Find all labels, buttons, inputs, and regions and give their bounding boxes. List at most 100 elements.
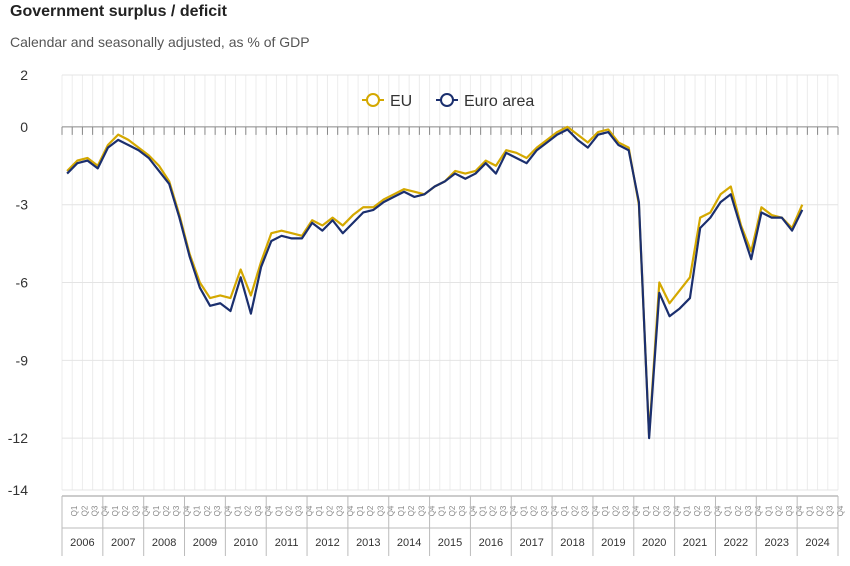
year-tick-label: 2023	[764, 537, 788, 549]
quarter-tick-label: Q3	[744, 505, 753, 516]
year-tick-label: 2022	[724, 537, 748, 549]
quarter-tick-label: Q2	[530, 505, 539, 516]
quarter-tick-label: Q4	[591, 505, 600, 516]
quarter-tick-label: Q2	[448, 505, 457, 516]
year-tick-label: 2024	[805, 537, 829, 549]
legend-label: Euro area	[464, 93, 534, 110]
quarter-tick-label: Q2	[162, 505, 171, 516]
year-tick-label: 2019	[601, 537, 625, 549]
chart-subtitle: Calendar and seasonally adjusted, as % o…	[10, 34, 310, 50]
quarter-tick-label: Q4	[550, 505, 559, 516]
quarter-tick-label: Q1	[438, 505, 447, 516]
quarter-tick-label: Q1	[356, 505, 365, 516]
quarter-tick-label: Q3	[213, 505, 222, 516]
year-tick-label: 2010	[234, 537, 258, 549]
quarter-tick-label: Q1	[601, 505, 610, 516]
quarter-tick-label: Q2	[244, 505, 253, 516]
quarter-tick-label: Q3	[581, 505, 590, 516]
quarter-tick-label: Q1	[805, 505, 814, 516]
y-tick-label: -3	[16, 197, 29, 213]
quarter-tick-label: Q4	[836, 505, 845, 516]
quarter-tick-label: Q3	[785, 505, 794, 516]
quarter-tick-label: Q3	[336, 505, 345, 516]
quarter-tick-label: Q2	[775, 505, 784, 516]
year-tick-label: 2017	[519, 537, 543, 549]
y-tick-label: -12	[8, 430, 28, 446]
quarter-tick-label: Q1	[315, 505, 324, 516]
y-tick-label: -9	[16, 352, 29, 368]
quarter-tick-label: Q3	[458, 505, 467, 516]
year-tick-label: 2020	[642, 537, 666, 549]
quarter-tick-label: Q1	[233, 505, 242, 516]
quarter-tick-label: Q2	[121, 505, 130, 516]
quarter-tick-label: Q2	[693, 505, 702, 516]
quarter-tick-label: Q2	[407, 505, 416, 516]
quarter-tick-label: Q2	[325, 505, 334, 516]
y-tick-label: -14	[8, 482, 28, 498]
quarter-tick-label: Q2	[285, 505, 294, 516]
quarter-tick-label: Q3	[621, 505, 630, 516]
year-tick-label: 2008	[152, 537, 176, 549]
year-tick-label: 2014	[397, 537, 421, 549]
quarter-tick-label: Q2	[652, 505, 661, 516]
y-tick-label: -6	[16, 275, 29, 291]
year-tick-label: 2021	[683, 537, 707, 549]
legend: EU Euro area	[362, 93, 534, 110]
legend-label: EU	[390, 93, 412, 110]
quarter-tick-label: Q4	[468, 505, 477, 516]
legend-marker-eu	[366, 93, 380, 107]
year-tick-label: 2016	[479, 537, 503, 549]
y-tick-label: 2	[20, 67, 28, 83]
year-tick-label: 2011	[275, 537, 299, 549]
year-tick-label: 2006	[70, 537, 94, 549]
quarter-tick-label: Q2	[611, 505, 620, 516]
quarter-tick-label: Q4	[632, 505, 641, 516]
quarter-tick-label: Q4	[223, 505, 232, 516]
quarter-tick-label: Q4	[305, 505, 314, 516]
quarter-tick-label: Q4	[509, 505, 518, 516]
year-tick-label: 2015	[438, 537, 462, 549]
quarter-tick-label: Q3	[826, 505, 835, 516]
quarter-tick-label: Q3	[499, 505, 508, 516]
quarter-tick-label: Q1	[683, 505, 692, 516]
year-tick-label: 2007	[111, 537, 135, 549]
quarter-tick-label: Q4	[713, 505, 722, 516]
quarter-tick-label: Q4	[264, 505, 273, 516]
quarter-tick-label: Q3	[417, 505, 426, 516]
quarter-tick-label: Q2	[80, 505, 89, 516]
year-tick-label: 2013	[356, 537, 380, 549]
quarter-tick-label: Q3	[295, 505, 304, 516]
quarter-tick-label: Q1	[724, 505, 733, 516]
quarter-tick-label: Q1	[560, 505, 569, 516]
series-line-euro-area	[66, 128, 804, 440]
year-tick-label: 2012	[315, 537, 339, 549]
quarter-tick-label: Q1	[70, 505, 79, 516]
legend-marker-euro-area	[440, 93, 454, 107]
quarter-tick-label: Q3	[376, 505, 385, 516]
y-tick-label: 0	[20, 119, 28, 135]
quarter-tick-label: Q4	[387, 505, 396, 516]
quarter-tick-label: Q1	[193, 505, 202, 516]
quarter-tick-label: Q4	[142, 505, 151, 516]
year-tick-label: 2018	[560, 537, 584, 549]
chart-title: Government surplus / deficit	[10, 3, 227, 20]
quarter-tick-label: Q1	[111, 505, 120, 516]
quarter-tick-label: Q3	[662, 505, 671, 516]
quarter-tick-label: Q4	[346, 505, 355, 516]
quarter-tick-label: Q4	[101, 505, 110, 516]
quarter-tick-label: Q2	[203, 505, 212, 516]
quarter-tick-label: Q1	[152, 505, 161, 516]
quarter-tick-label: Q1	[764, 505, 773, 516]
year-tick-label: 2009	[193, 537, 217, 549]
quarter-tick-label: Q4	[673, 505, 682, 516]
quarter-tick-label: Q2	[366, 505, 375, 516]
quarter-tick-label: Q3	[131, 505, 140, 516]
quarter-tick-label: Q4	[754, 505, 763, 516]
quarter-tick-label: Q2	[570, 505, 579, 516]
quarter-tick-label: Q1	[519, 505, 528, 516]
quarter-tick-label: Q3	[254, 505, 263, 516]
quarter-tick-label: Q1	[479, 505, 488, 516]
quarter-tick-label: Q3	[172, 505, 181, 516]
quarter-tick-label: Q4	[427, 505, 436, 516]
